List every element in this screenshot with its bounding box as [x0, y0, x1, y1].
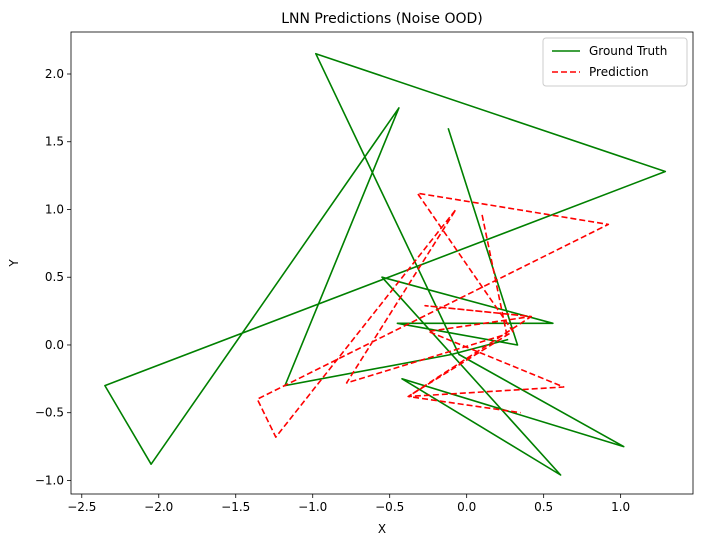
axes-frame	[70, 31, 694, 495]
x-tick-label: −1.0	[298, 500, 327, 514]
y-tick-label: 0.0	[45, 338, 64, 352]
x-tick-label: 0.5	[534, 500, 553, 514]
chart-title: LNN Predictions (Noise OOD)	[281, 11, 483, 27]
x-axis: −2.5 −2.0 −1.5 −1.0 −0.5 0.0 0.5 1.0	[67, 494, 630, 514]
y-axis-label: Y	[7, 259, 21, 268]
x-tick-label: 1.0	[611, 500, 630, 514]
x-axis-label: X	[378, 522, 386, 536]
y-tick-label: −1.0	[35, 473, 64, 487]
y-tick-label: 1.5	[45, 135, 64, 149]
series-line-ground-truth	[104, 52, 667, 476]
x-tick-label: 0.0	[457, 500, 476, 514]
legend: Ground Truth Prediction	[542, 37, 688, 87]
y-axis: −1.0 −0.5 0.0 0.5 1.0 1.5 2.0	[35, 67, 71, 487]
plot-area	[104, 52, 667, 476]
series-line-prediction	[256, 192, 610, 438]
legend-box	[542, 37, 688, 87]
x-tick-label: −0.5	[375, 500, 404, 514]
y-tick-label: 0.5	[45, 270, 64, 284]
y-tick-label: 1.0	[45, 202, 64, 216]
y-tick-label: 2.0	[45, 67, 64, 81]
legend-label-ground-truth: Ground Truth	[589, 44, 667, 58]
x-tick-label: −2.0	[144, 500, 173, 514]
y-tick-label: −0.5	[35, 406, 64, 420]
legend-label-prediction: Prediction	[589, 65, 649, 79]
x-tick-label: −1.5	[221, 500, 250, 514]
x-tick-label: −2.5	[67, 500, 96, 514]
